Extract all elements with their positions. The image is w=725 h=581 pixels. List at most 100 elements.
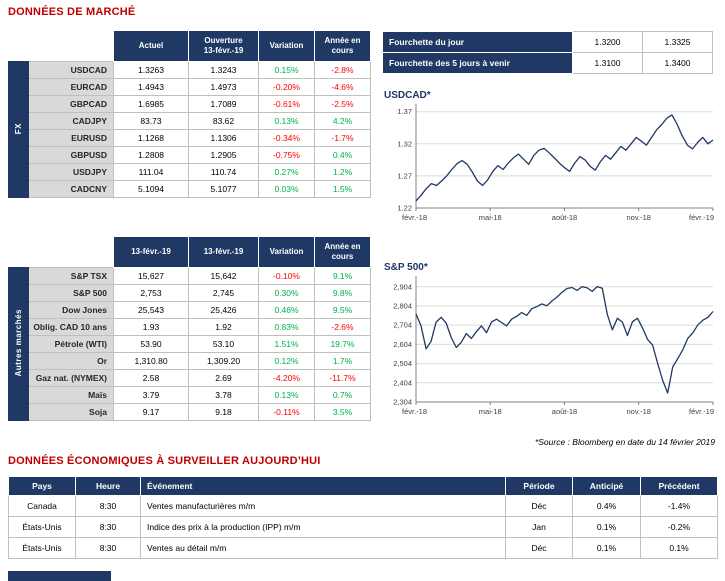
econ-evenement-cell: Ventes manufacturières m/m bbox=[140, 495, 506, 517]
table-row: Pétrole (WTI) 53.90 53.10 1.51% 19.7% bbox=[9, 335, 371, 353]
variation-cell: -0.34% bbox=[258, 129, 315, 147]
ytd-cell: 3.5% bbox=[314, 403, 371, 421]
value-cell: 15,627 bbox=[113, 267, 189, 285]
value-cell: 2,745 bbox=[188, 284, 259, 302]
value-cell: 25,543 bbox=[113, 301, 189, 319]
variation-cell: 0.46% bbox=[258, 301, 315, 319]
econ-anticipe-cell: 0.1% bbox=[572, 516, 641, 538]
value-cell: 1.1306 bbox=[188, 129, 259, 147]
svg-text:1.32: 1.32 bbox=[397, 139, 412, 148]
section-title-economic-data: DONNÉES ÉCONOMIQUES À SURVEILLER AUJOURD… bbox=[8, 455, 321, 467]
econ-precedent-cell: -0.2% bbox=[640, 516, 718, 538]
svg-text:févr.-18: févr.-18 bbox=[402, 213, 427, 222]
table-row: États-Unis 8:30 Indice des prix à la produ… bbox=[8, 516, 718, 538]
ytd-cell: 1.7% bbox=[314, 352, 371, 370]
variation-cell: 0.12% bbox=[258, 352, 315, 370]
range-low-value: 1.3100 bbox=[572, 52, 643, 74]
column-header: Pays bbox=[8, 476, 76, 496]
column-header: 13-févr.-19 bbox=[188, 236, 259, 268]
row-label: S&P 500 bbox=[28, 284, 114, 302]
svg-text:2,504: 2,504 bbox=[393, 359, 412, 368]
econ-pays-cell: États-Unis bbox=[8, 516, 76, 538]
ytd-cell: 1.5% bbox=[314, 180, 371, 198]
table-row: Oblig. CAD 10 ans 1.93 1.92 0.83% -2.6% bbox=[9, 318, 371, 336]
value-cell: 53.90 bbox=[113, 335, 189, 353]
table-row: Dow Jones 25,543 25,426 0.46% 9.5% bbox=[9, 301, 371, 319]
column-header: Année en cours bbox=[314, 236, 371, 268]
row-label: CADCNY bbox=[28, 180, 114, 198]
value-cell: 9.17 bbox=[113, 403, 189, 421]
value-cell: 25,426 bbox=[188, 301, 259, 319]
table-row: CADJPY 83.73 83.62 0.13% 4.2% bbox=[9, 112, 371, 130]
row-label: Gaz nat. (NYMEX) bbox=[28, 369, 114, 387]
row-label: USDJPY bbox=[28, 163, 114, 181]
row-label: S&P TSX bbox=[28, 267, 114, 285]
econ-precedent-cell: -1.4% bbox=[640, 495, 718, 517]
header-spacer bbox=[9, 237, 114, 268]
value-cell: 2.69 bbox=[188, 369, 259, 387]
table-row: Soja 9.17 9.18 -0.11% 3.5% bbox=[9, 403, 371, 421]
econ-pays-cell: États-Unis bbox=[8, 537, 76, 559]
table-row: GBPCAD 1.6985 1.7089 -0.61% -2.5% bbox=[9, 95, 371, 113]
value-cell: 53.10 bbox=[188, 335, 259, 353]
svg-text:août-18: août-18 bbox=[552, 407, 577, 416]
ytd-cell: -11.7% bbox=[314, 369, 371, 387]
variation-cell: -0.61% bbox=[258, 95, 315, 113]
row-label: Maïs bbox=[28, 386, 114, 404]
range-high-value: 1.3400 bbox=[642, 52, 713, 74]
value-cell: 1.4973 bbox=[188, 78, 259, 96]
value-cell: 15,642 bbox=[188, 267, 259, 285]
value-cell: 5.1094 bbox=[113, 180, 189, 198]
side-band-label: Autres marchés bbox=[14, 309, 23, 377]
header-row: Pays Heure Événement Période Anticipé Précéde… bbox=[8, 476, 718, 496]
svg-text:mai-18: mai-18 bbox=[479, 407, 502, 416]
value-cell: 1.4943 bbox=[113, 78, 189, 96]
range-high-value: 1.3325 bbox=[642, 31, 713, 53]
svg-text:2,404: 2,404 bbox=[393, 378, 412, 387]
variation-cell: 0.15% bbox=[258, 61, 315, 79]
econ-periode-cell: Jan bbox=[505, 516, 573, 538]
variation-cell: -0.75% bbox=[258, 146, 315, 164]
table-row: États-Unis 8:30 Ventes au détail m/m Déc 0.1… bbox=[8, 537, 718, 559]
sp500-chart: 2,304 2,404 2,504 2,604 2,704 2,804 2,904 févr.… bbox=[382, 276, 715, 421]
ytd-cell: -2.5% bbox=[314, 95, 371, 113]
svg-text:mai-18: mai-18 bbox=[479, 213, 502, 222]
ytd-cell: 1.2% bbox=[314, 163, 371, 181]
side-band-label: FX bbox=[14, 122, 23, 135]
fx-table: Actuel Ouverture 13-févr.-19 Variation Anné… bbox=[8, 30, 371, 198]
table-row: Canada 8:30 Ventes manufacturières m/m Déc 0… bbox=[8, 495, 718, 517]
econ-anticipe-cell: 0.1% bbox=[572, 537, 641, 559]
column-header: Variation bbox=[258, 30, 315, 62]
ytd-cell: 9.5% bbox=[314, 301, 371, 319]
value-cell: 1.92 bbox=[188, 318, 259, 336]
variation-cell: -0.20% bbox=[258, 78, 315, 96]
column-header: Année en cours bbox=[314, 30, 371, 62]
svg-text:févr.-19: févr.-19 bbox=[689, 213, 714, 222]
variation-cell: -4.20% bbox=[258, 369, 315, 387]
econ-table: Pays Heure Événement Période Anticipé Précéde… bbox=[8, 476, 718, 559]
table-row: Or 1,310.80 1,309.20 0.12% 1.7% bbox=[9, 352, 371, 370]
usdcad-chart-block: USDCAD* 1.22 1.27 1.32 1.37 févr.-18 mai-18 ao… bbox=[382, 90, 715, 227]
value-cell: 1.2905 bbox=[188, 146, 259, 164]
variation-cell: 0.83% bbox=[258, 318, 315, 336]
table-row: Fourchette du jour 1.3200 1.3325 bbox=[382, 31, 713, 53]
econ-precedent-cell: 0.1% bbox=[640, 537, 718, 559]
value-cell: 1.7089 bbox=[188, 95, 259, 113]
source-note: *Source : Bloomberg en date du 14 févrie… bbox=[534, 437, 715, 447]
value-cell: 1.3263 bbox=[113, 61, 189, 79]
svg-text:2,804: 2,804 bbox=[393, 301, 412, 310]
value-cell: 3.78 bbox=[188, 386, 259, 404]
row-label: USDCAD bbox=[28, 61, 114, 79]
usdcad-chart: 1.22 1.27 1.32 1.37 févr.-18 mai-18 août-18 nov… bbox=[382, 104, 715, 227]
row-label: GBPCAD bbox=[28, 95, 114, 113]
row-label: EURUSD bbox=[28, 129, 114, 147]
value-cell: 1,310.80 bbox=[113, 352, 189, 370]
variation-cell: 0.13% bbox=[258, 386, 315, 404]
ytd-cell: -4.6% bbox=[314, 78, 371, 96]
econ-heure-cell: 8:30 bbox=[75, 537, 141, 559]
econ-heure-cell: 8:30 bbox=[75, 495, 141, 517]
ranges-table: Fourchette du jour 1.3200 1.3325 Fourchette… bbox=[382, 31, 713, 74]
header-spacer bbox=[9, 31, 114, 62]
svg-text:1.22: 1.22 bbox=[397, 204, 412, 213]
variation-cell: -0.10% bbox=[258, 267, 315, 285]
